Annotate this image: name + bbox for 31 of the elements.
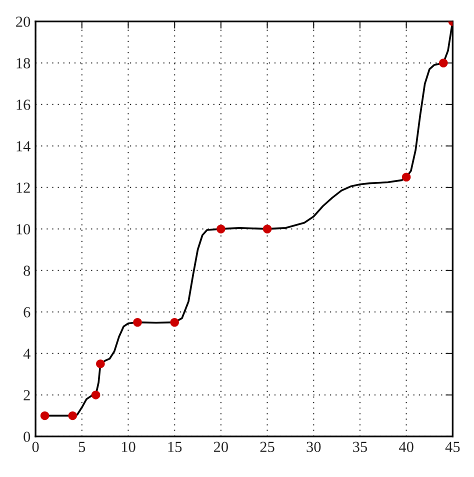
y-tick-label: 2 — [24, 390, 30, 400]
x-tick-label: 5 — [78, 442, 86, 452]
point — [96, 359, 105, 368]
point — [91, 390, 100, 400]
y-tick-label: 10 — [16, 224, 30, 234]
point — [439, 58, 448, 68]
point — [216, 224, 226, 234]
x-tick-label: 20 — [214, 442, 228, 452]
y-tick-label: 20 — [16, 16, 30, 27]
y-tick-label: 4 — [23, 348, 30, 359]
y-tick-label: 6 — [24, 307, 30, 318]
x-tick-label: 45 — [445, 442, 460, 452]
point — [40, 411, 50, 420]
x-tick-label: 10 — [122, 442, 136, 452]
y-tick-label: 8 — [24, 266, 30, 276]
y-tick-label: 18 — [16, 58, 30, 68]
point — [262, 224, 272, 234]
x-tick-label: 15 — [168, 442, 182, 452]
x-tick-label: 40 — [398, 442, 414, 452]
y-tick-label: 0 — [24, 432, 30, 442]
y-tick-label: 12 — [16, 182, 30, 193]
point — [68, 411, 78, 420]
y-tick-label: 14 — [16, 141, 30, 152]
x-tick-label: 30 — [306, 442, 321, 452]
point — [133, 318, 142, 327]
x-tick-label: 0 — [32, 442, 39, 452]
x-tick-label: 25 — [260, 442, 274, 452]
point — [170, 318, 179, 327]
point — [402, 172, 411, 182]
x-tick-label: 35 — [353, 442, 368, 452]
y-tick-label: 16 — [16, 100, 30, 110]
